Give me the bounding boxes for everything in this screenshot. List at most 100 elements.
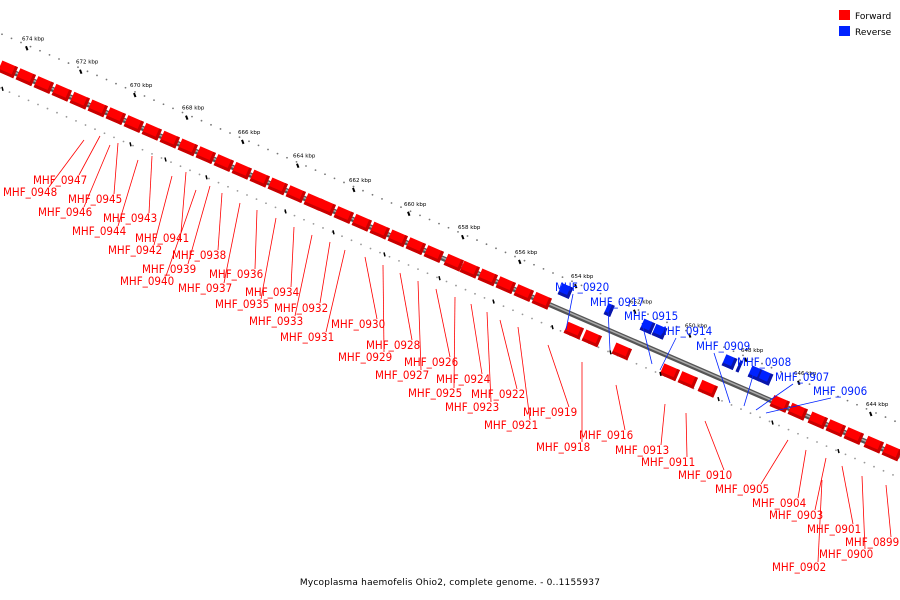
genome-caption: Mycoplasma haemofelis Ohio2, complete ge… <box>299 578 601 588</box>
leader-line <box>223 202 241 284</box>
forward-gene-label: MHF_0922 <box>471 387 525 401</box>
scale-tick-label: 652 kbp <box>630 300 653 306</box>
forward-gene <box>423 245 444 263</box>
leader-line <box>760 439 789 485</box>
forward-gene-label: MHF_0946 <box>38 205 92 219</box>
scale-tick <box>296 163 300 169</box>
leader-line <box>660 403 666 446</box>
forward-gene <box>863 435 884 454</box>
leader-line <box>517 326 531 421</box>
forward-gene-label: MHF_0905 <box>715 482 769 496</box>
forward-gene <box>333 206 354 224</box>
forward-gene-label: MHF_0931 <box>280 330 334 344</box>
leader-line <box>755 383 794 411</box>
forward-gene <box>495 276 516 295</box>
forward-gene-label: MHF_0899 <box>845 535 899 549</box>
scale-tick <box>633 309 637 315</box>
forward-gene <box>51 83 72 102</box>
scale-tick-label: 664 kbp <box>293 154 316 160</box>
forward-gene-label: MHF_0932 <box>274 301 328 315</box>
scale-tick-label: 670 kbp <box>130 83 153 89</box>
leader-line <box>453 296 456 389</box>
forward-gene <box>531 291 552 310</box>
forward-gene <box>213 154 234 172</box>
forward-gene-label: MHF_0942 <box>108 243 162 257</box>
forward-gene-label: MHF_0928 <box>366 338 420 352</box>
leader-line <box>817 479 823 563</box>
forward-gene-label: MHF_0924 <box>436 372 490 386</box>
forward-gene <box>351 213 372 232</box>
reverse-gene-label: MHF_0920 <box>555 280 609 294</box>
scale-tick-label: 666 kbp <box>238 130 261 136</box>
forward-gene <box>267 177 288 196</box>
scale-tick-label: 662 kbp <box>349 178 372 184</box>
reverse-gene-label: MHF_0907 <box>775 370 829 384</box>
leader-line <box>382 264 385 353</box>
reverse-gene <box>603 303 615 317</box>
reverse-gene-label: MHF_0914 <box>658 324 712 338</box>
leader-line <box>659 337 677 371</box>
leader-line <box>48 139 85 188</box>
leader-line <box>470 303 483 375</box>
forward-gene <box>881 443 900 462</box>
reverse-gene-label: MHF_0915 <box>624 309 678 323</box>
forward-gene <box>15 68 36 87</box>
leader-line <box>814 457 827 511</box>
scale-tick <box>352 187 356 193</box>
forward-gene <box>177 138 198 157</box>
leader-line <box>765 397 832 414</box>
leader-line <box>641 322 653 365</box>
forward-gene-label: MHF_0903 <box>769 508 823 522</box>
leader-line <box>713 352 731 404</box>
leader-line <box>797 449 807 499</box>
leader-line <box>399 272 413 341</box>
forward-gene <box>387 229 408 248</box>
leader-line <box>417 280 422 371</box>
leader-line <box>364 256 378 320</box>
forward-gene-label: MHF_0938 <box>172 248 226 262</box>
forward-gene-label: MHF_0918 <box>536 440 590 454</box>
reverse-gene-label: MHF_0917 <box>590 295 644 309</box>
leader-line <box>217 192 223 251</box>
forward-gene-label: MHF_0935 <box>215 297 269 311</box>
leader-line <box>547 344 570 408</box>
forward-gene-label: MHF_0921 <box>484 418 538 432</box>
scale-tick-label: 660 kbp <box>404 202 427 208</box>
forward-gene-label: MHF_0910 <box>678 468 732 482</box>
legend-swatch <box>839 10 850 20</box>
forward-gene <box>285 185 306 204</box>
scale-tick <box>407 211 411 217</box>
scale-tick <box>241 139 245 145</box>
forward-gene-label: MHF_0904 <box>752 496 806 510</box>
leader-line <box>148 155 153 214</box>
forward-gene-label: MHF_0937 <box>178 281 232 295</box>
forward-gene-label: MHF_0939 <box>142 262 196 276</box>
legend: Forward Reverse <box>839 10 892 38</box>
scale-tick-label: 674 kbp <box>22 36 45 42</box>
forward-gene <box>123 115 144 133</box>
forward-gene <box>697 379 718 398</box>
forward-gene <box>659 363 680 382</box>
forward-gene <box>443 253 464 272</box>
forward-gene <box>105 107 126 126</box>
leader-line <box>165 189 197 277</box>
scale-tick <box>869 411 873 417</box>
reverse-gene <box>757 369 774 386</box>
forward-gene <box>369 221 390 240</box>
forward-gene-label: MHF_0936 <box>209 267 263 281</box>
forward-gene-label: MHF_0929 <box>338 350 392 364</box>
forward-gene-label: MHF_0933 <box>249 314 303 328</box>
scale-tick <box>185 115 189 120</box>
leader-line <box>319 241 331 304</box>
forward-gene <box>825 419 846 438</box>
scale-tick-label: 650 kbp <box>685 324 708 330</box>
scale-tick <box>744 357 748 363</box>
scale-axis: 644 kbp 646 kbp 648 kbp 650 kbp 652 kbp 654 k… <box>1 33 896 423</box>
scale-tick <box>79 69 83 75</box>
forward-gene-label: MHF_0947 <box>33 173 87 187</box>
forward-gene-label: MHF_0913 <box>615 443 669 457</box>
forward-gene <box>159 130 180 149</box>
forward-gene-label: MHF_0941 <box>135 231 189 245</box>
